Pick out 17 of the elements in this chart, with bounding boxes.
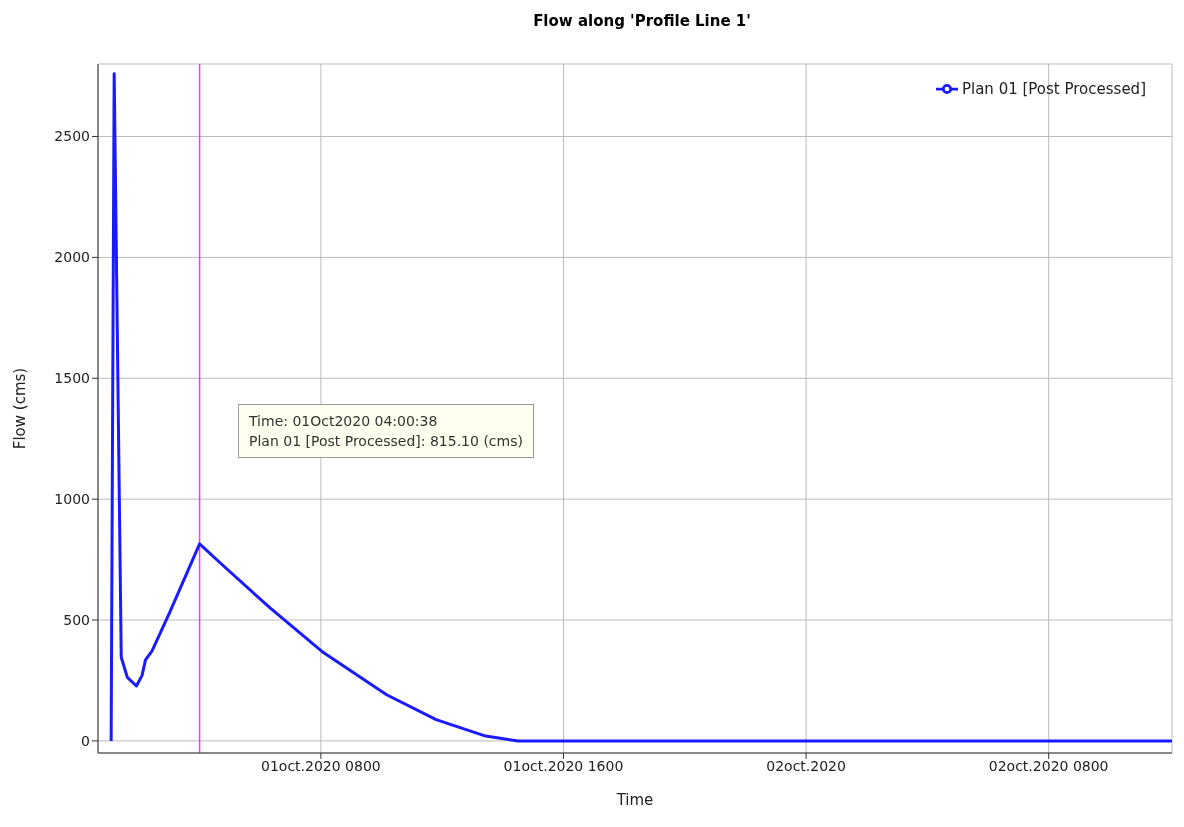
x-tick-label: 01oct.2020 0800 [261,757,381,774]
line-series [109,72,1172,743]
x-axis-title: Time [615,791,654,809]
x-tick-label: 02oct.2020 0800 [988,757,1109,774]
y-tick-label: 2500 [54,128,90,145]
annotation: Time: 01Oct2020 04:00:38 [249,412,439,431]
y-tick-label: 0 [81,732,90,749]
legend-label: Plan 01 [Post Processed] [961,79,1146,98]
y-axis-title: Flow (cms) [11,367,30,450]
y-tick-label: 1000 [54,491,90,508]
annotation: Plan 01 [Post Processed]: 815.10 (cms) [249,432,523,451]
y-tick-label: 500 [63,612,90,629]
chart-title: Flow along 'Profile Line 1' [532,12,752,30]
x-tick-label: 02oct.2020 [766,757,846,774]
x-tick-label: 01oct.2020 1600 [503,757,624,774]
y-tick-label: 1500 [54,370,90,387]
y-tick-label: 2000 [54,249,90,266]
